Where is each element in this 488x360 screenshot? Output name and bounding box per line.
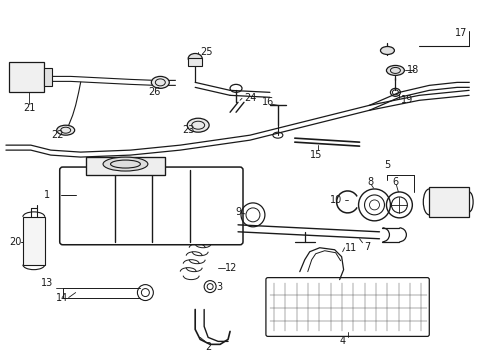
Text: 5: 5 <box>384 160 390 170</box>
Ellipse shape <box>380 46 394 54</box>
Text: 18: 18 <box>407 66 419 76</box>
FancyBboxPatch shape <box>60 167 243 245</box>
Text: 17: 17 <box>454 28 467 37</box>
Ellipse shape <box>151 76 169 88</box>
Text: 26: 26 <box>148 87 161 97</box>
Text: 9: 9 <box>235 207 241 217</box>
Bar <box>85 157 165 175</box>
Text: 2: 2 <box>205 342 211 352</box>
Text: 3: 3 <box>216 282 222 292</box>
Text: 21: 21 <box>23 103 35 113</box>
Text: 19: 19 <box>401 95 413 105</box>
Bar <box>188 58 202 67</box>
Text: 12: 12 <box>224 263 237 273</box>
Text: 22: 22 <box>51 130 63 140</box>
Text: 23: 23 <box>182 125 194 135</box>
Bar <box>9 62 44 92</box>
Bar <box>85 157 165 175</box>
Text: 4: 4 <box>339 336 345 346</box>
Text: 6: 6 <box>392 177 398 187</box>
FancyBboxPatch shape <box>265 278 428 336</box>
Text: 20: 20 <box>9 237 21 247</box>
Text: 16: 16 <box>262 97 274 107</box>
Ellipse shape <box>57 125 75 135</box>
Text: 1: 1 <box>44 190 50 200</box>
Text: 14: 14 <box>56 293 68 302</box>
Bar <box>23 217 45 265</box>
Text: 15: 15 <box>309 150 322 160</box>
Text: 7: 7 <box>364 242 370 252</box>
Text: 13: 13 <box>41 278 53 288</box>
Text: 25: 25 <box>200 48 212 58</box>
Text: 11: 11 <box>344 243 356 253</box>
Bar <box>44 68 52 86</box>
Ellipse shape <box>188 54 202 63</box>
Text: 8: 8 <box>367 177 373 187</box>
Text: 10: 10 <box>329 195 341 205</box>
Ellipse shape <box>103 157 147 171</box>
Bar <box>428 187 468 217</box>
Ellipse shape <box>386 66 404 75</box>
Ellipse shape <box>187 118 209 132</box>
Text: 24: 24 <box>244 93 256 103</box>
